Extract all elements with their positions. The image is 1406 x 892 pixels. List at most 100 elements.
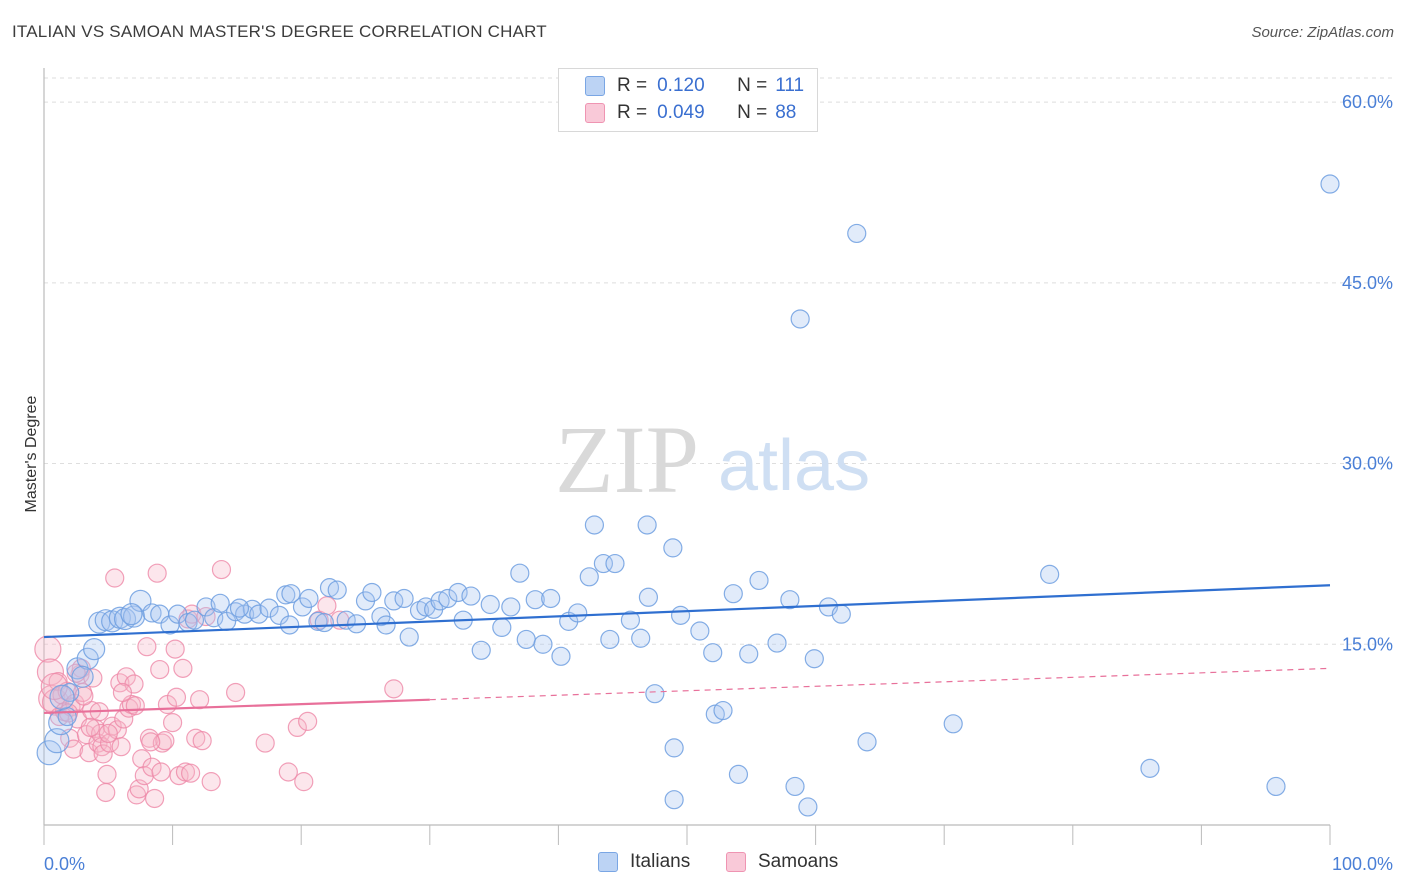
italian-point	[664, 790, 684, 810]
italian-point	[728, 764, 749, 784]
italian-point	[584, 515, 605, 535]
samoan-point	[173, 658, 193, 678]
italian-point	[723, 584, 743, 604]
samoan-point	[93, 744, 113, 764]
italian-point	[637, 515, 657, 535]
source-label: Source: ZipAtlas.com	[1251, 24, 1394, 41]
chart-title: ITALIAN VS SAMOAN MASTER'S DEGREE CORREL…	[12, 22, 547, 41]
italian-point	[579, 567, 599, 587]
legend-n-label-italians: N =	[737, 75, 768, 96]
samoan-point	[317, 596, 337, 616]
watermark: ZIP atlas	[555, 406, 870, 513]
italian-point	[1040, 564, 1060, 584]
italian-point	[703, 643, 723, 663]
italian-point	[645, 684, 665, 704]
legend-row-samoans: R = 0.049 N = 88	[585, 102, 796, 124]
samoan-point	[125, 696, 145, 716]
samoan-point	[298, 711, 318, 731]
samoan-point	[201, 772, 221, 792]
italian-point	[620, 610, 641, 630]
italian-point	[767, 633, 787, 653]
y-tick-label: 30.0%	[1342, 454, 1393, 474]
italian-point	[49, 684, 75, 710]
italian-point	[471, 640, 491, 660]
x-tick-label-start: 0.0%	[44, 854, 85, 874]
italian-point	[790, 309, 810, 329]
italian-point	[394, 588, 414, 609]
samoan-point	[165, 639, 185, 659]
italian-point	[269, 605, 289, 625]
samoan-point	[255, 733, 275, 753]
samoan-point	[111, 737, 131, 757]
samoan-point	[151, 762, 171, 782]
italian-point	[83, 637, 106, 661]
italian-point	[314, 612, 334, 633]
x-tick-label-end: 100.0%	[1332, 854, 1393, 874]
italian-point	[798, 797, 818, 817]
italian-point	[605, 553, 625, 574]
axes	[43, 68, 1331, 845]
italian-point	[416, 597, 436, 617]
italian-point	[399, 627, 419, 647]
legend-r-value-italians: 0.120	[657, 75, 705, 96]
samoan-point	[190, 690, 210, 710]
italian-point	[280, 615, 300, 635]
italian-point	[593, 553, 614, 574]
samoan-point	[226, 682, 246, 703]
italian-point	[461, 586, 481, 606]
italian-point	[713, 700, 733, 721]
samoan-point	[98, 723, 118, 744]
italian-point	[664, 738, 684, 758]
italian-point	[259, 598, 279, 618]
samoan-point	[144, 788, 165, 809]
samoan-point	[112, 682, 133, 703]
samoan-point	[287, 717, 307, 738]
samoan-point	[181, 763, 201, 783]
italian-point	[501, 597, 521, 617]
italian-point	[847, 223, 867, 244]
italian-point	[749, 570, 769, 591]
legend-r-label-italians: R =	[617, 75, 648, 96]
italian-point	[299, 588, 319, 609]
italian-point	[1140, 758, 1160, 778]
samoans-trend-line-solid	[43, 698, 430, 715]
bottom-swatch-italians	[598, 852, 618, 872]
italian-point	[1266, 776, 1286, 797]
italians-trend-line	[43, 584, 1331, 639]
bottom-swatch-samoans	[726, 852, 746, 872]
italian-point	[780, 590, 800, 610]
samoan-point	[278, 762, 298, 782]
legend-n-value-italians: 111	[775, 75, 805, 96]
italian-point	[229, 598, 250, 618]
italian-point	[409, 600, 430, 621]
bottom-legend-label-samoans: Samoans	[758, 851, 839, 872]
y-tick-label: 45.0%	[1342, 273, 1393, 293]
italian-point	[327, 580, 347, 600]
italian-point	[857, 732, 877, 752]
legend-swatch-italians	[585, 76, 605, 96]
italian-point	[516, 629, 536, 650]
italian-point	[600, 629, 620, 650]
legend-row-italians: R = 0.120 N = 111	[585, 75, 804, 97]
italian-point	[430, 591, 450, 611]
samoan-point	[34, 635, 62, 663]
samoan-point	[169, 766, 189, 786]
italian-point	[196, 597, 216, 617]
italian-point	[362, 582, 382, 603]
italian-point	[492, 617, 512, 638]
samoan-point	[96, 782, 116, 803]
italian-point	[541, 588, 561, 609]
italian-point	[1320, 174, 1340, 194]
samoan-point	[192, 731, 212, 751]
italian-point	[739, 644, 759, 664]
italian-point	[533, 634, 553, 654]
italian-point	[319, 578, 340, 598]
bottom-legend-label-italians: Italians	[630, 851, 691, 872]
italian-points	[36, 174, 1340, 817]
italian-point	[568, 603, 588, 623]
trend-lines	[43, 584, 1331, 715]
samoan-point	[105, 568, 125, 588]
samoan-point	[384, 679, 404, 699]
italian-point	[943, 714, 963, 734]
